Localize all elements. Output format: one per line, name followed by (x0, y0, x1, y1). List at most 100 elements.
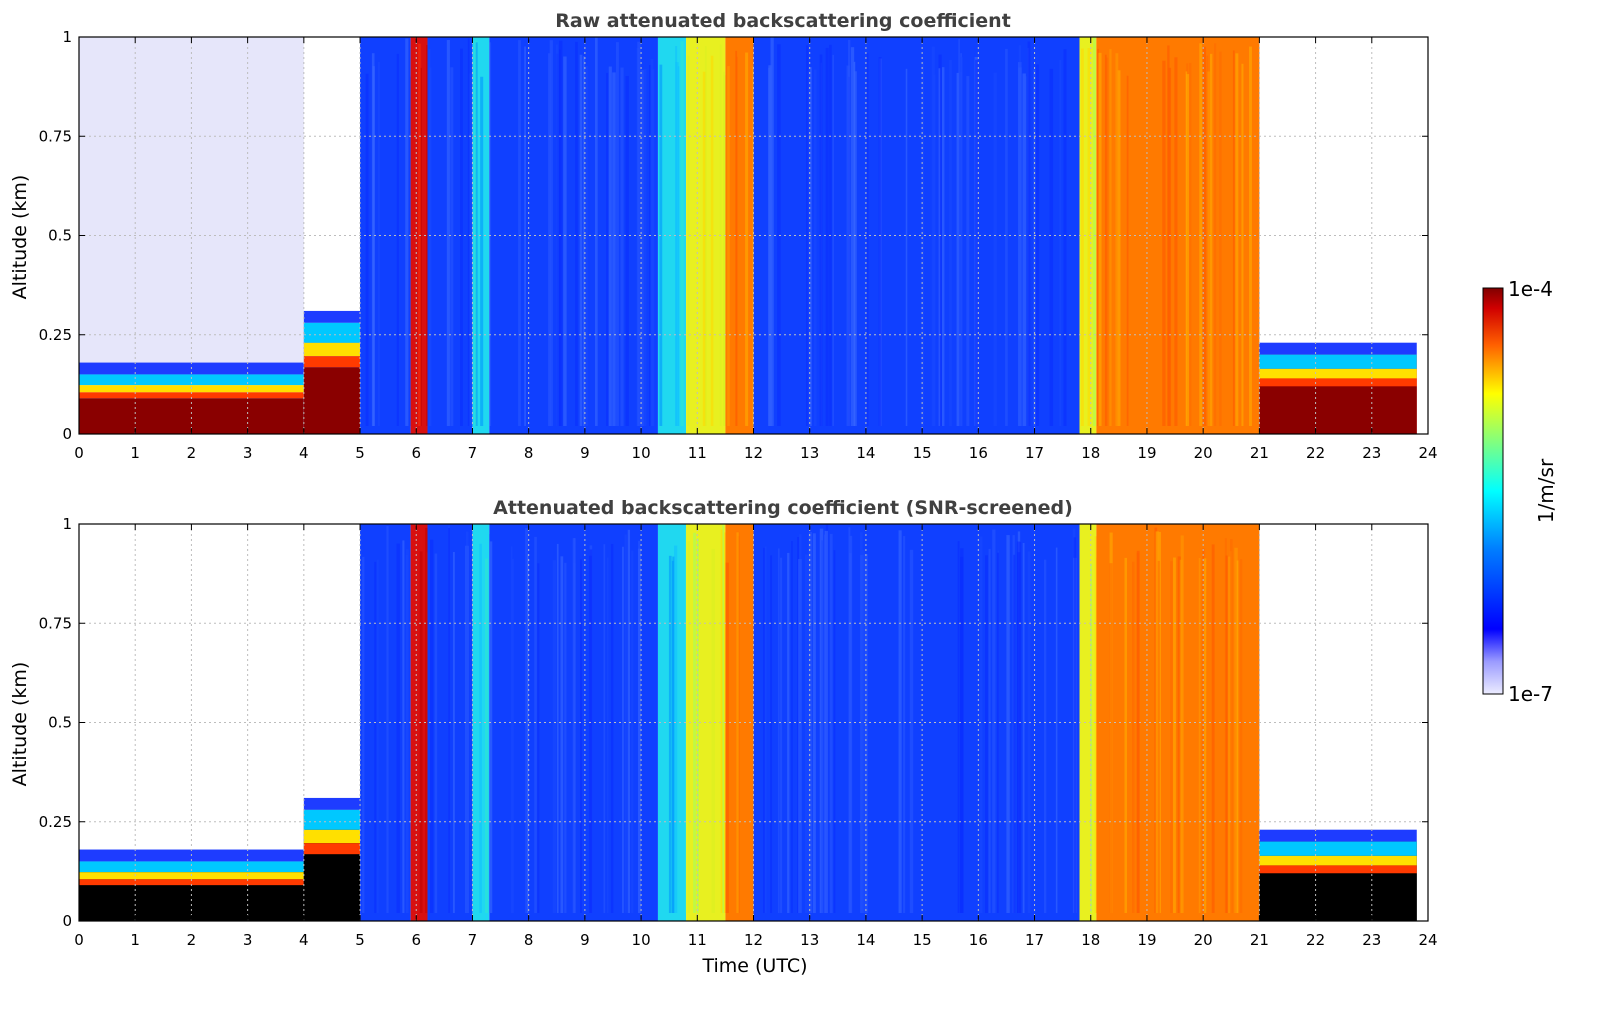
heatmap-streak (905, 68, 908, 426)
heatmap-cell (303, 843, 361, 855)
colorbar-min-label: 1e-7 (1508, 682, 1553, 706)
heatmap-column (303, 797, 361, 921)
heatmap-streak (673, 545, 678, 913)
heatmap-streak (524, 46, 526, 427)
heatmap-streak (606, 72, 609, 427)
heatmap-streak (589, 549, 593, 913)
x-tick-label: 21 (1250, 931, 1269, 949)
x-tick-label: 3 (243, 931, 253, 949)
heatmap-streak (612, 72, 616, 426)
x-tick-label: 15 (913, 444, 932, 462)
x-tick-label: 16 (969, 444, 988, 462)
y-tick-label: 1 (62, 28, 72, 46)
x-tick-label: 14 (856, 931, 875, 949)
heatmap-streak (1207, 71, 1210, 426)
heatmap-streak (680, 41, 684, 427)
heatmap-column (657, 524, 687, 921)
y-tick-label: 0.75 (39, 614, 72, 632)
x-tick-label: 8 (524, 931, 534, 949)
x-tick-label: 7 (468, 931, 478, 949)
heatmap-streak (1063, 49, 1067, 426)
heatmap-streak (736, 532, 739, 913)
heatmap-column (303, 310, 361, 434)
heatmap-cell (303, 356, 361, 368)
heatmap-streak (638, 540, 641, 913)
y-tick-label: 0.25 (39, 813, 72, 831)
heatmap-streak (425, 527, 429, 913)
heatmap-streak (1249, 46, 1252, 426)
heatmap-cell (303, 809, 361, 830)
heatmap-streak (622, 546, 624, 913)
heatmap-cell (303, 310, 361, 323)
heatmap-streak (446, 40, 450, 427)
heatmap-column (1079, 37, 1097, 434)
grid-raw (79, 37, 1428, 434)
x-tick-label: 3 (243, 444, 253, 462)
heatmap-streak (377, 61, 380, 426)
heatmap-cell (1259, 342, 1417, 355)
heatmap-streak (898, 530, 902, 913)
heatmap-streak (671, 560, 674, 913)
heatmap-cell (1079, 524, 1097, 921)
heatmap-streak (702, 71, 707, 426)
heatmap-streak (579, 54, 583, 426)
x-tick-label: 4 (299, 931, 309, 949)
heatmap-streak (806, 45, 809, 426)
heatmap-streak (603, 544, 606, 913)
heatmap-streak (537, 563, 540, 913)
y-tick-label: 0.25 (39, 326, 72, 344)
heatmap-streak (696, 538, 700, 913)
heatmap-cell (303, 322, 361, 343)
heatmap-streak (512, 558, 514, 913)
heatmap-streak (979, 536, 983, 913)
heatmap-streak (560, 556, 564, 913)
x-tick-label: 22 (1306, 931, 1325, 949)
heatmap-streak (1173, 557, 1176, 913)
heatmap-streak (465, 531, 469, 913)
heatmap-streak (556, 543, 559, 913)
heatmap-streak (1155, 531, 1159, 913)
x-tick-label: 12 (744, 931, 763, 949)
heatmap-streak (1097, 48, 1099, 427)
heatmap-streak (489, 541, 493, 913)
y-tick-label: 0.75 (39, 127, 72, 145)
heatmap-cell (1259, 378, 1417, 387)
heatmap-streak (1006, 535, 1010, 913)
heatmap-streak (791, 541, 793, 913)
heatmap-streak (640, 69, 644, 427)
heatmap-streak (1132, 561, 1135, 913)
heatmap-streak (459, 48, 463, 426)
heatmap-streak (864, 554, 868, 913)
heatmap-streak (405, 38, 409, 427)
x-axis-label: Time (UTC) (701, 955, 807, 977)
heatmap-streak (489, 42, 492, 427)
heatmap-streak (1092, 37, 1096, 426)
heatmap-streak (764, 546, 767, 913)
heatmap-streak (534, 536, 537, 913)
heatmap-streak (1241, 63, 1244, 426)
heatmap-streak (585, 65, 588, 426)
heatmap-streak (559, 40, 563, 426)
heatmap-streak (1234, 547, 1238, 913)
heatmap-streak (526, 554, 529, 913)
heatmap-cell (1259, 873, 1417, 921)
heatmap-streak (711, 548, 715, 913)
heatmap-cell (1259, 354, 1417, 369)
heatmap-streak (993, 72, 997, 426)
heatmap-streak (829, 533, 833, 913)
y-tick-label: 0.5 (48, 227, 72, 245)
heatmap-streak (1098, 52, 1102, 426)
heatmap-streak (643, 69, 647, 426)
x-tick-label: 23 (1362, 444, 1381, 462)
heatmap-streak (1162, 60, 1166, 426)
heatmap-streak (1174, 57, 1178, 427)
heatmap-streak (833, 550, 836, 913)
y-ticks-raw: 0 0.25 0.5 0.75 1 (39, 28, 1428, 443)
heatmap-cell (303, 367, 361, 434)
heatmap-streak (1019, 541, 1022, 913)
heatmap-cell (1259, 841, 1417, 856)
heatmap-streak (1214, 43, 1217, 427)
heatmap-streak (763, 547, 766, 913)
x-tick-label: 12 (744, 444, 763, 462)
heatmap-streak (583, 56, 585, 426)
